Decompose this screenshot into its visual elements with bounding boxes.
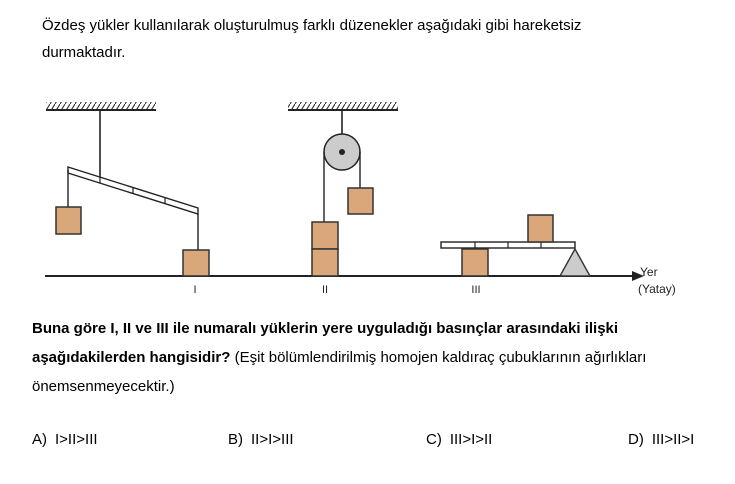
option-d-value: III>II>I bbox=[651, 431, 695, 448]
setup-two bbox=[288, 102, 398, 277]
box-three bbox=[461, 248, 489, 277]
option-d-letter: D) bbox=[628, 431, 644, 448]
intro-text: Özdeş yükler kullanılarak oluşturulmuş f… bbox=[42, 12, 702, 66]
option-a-letter: A) bbox=[32, 431, 47, 448]
option-a[interactable]: A) I>II>III bbox=[32, 430, 98, 450]
ground-label: Yer bbox=[640, 265, 658, 279]
ceiling-one bbox=[46, 102, 156, 110]
setup-three bbox=[440, 214, 592, 277]
mechanics-diagram: I II III Yer (Yatay) bbox=[45, 102, 676, 296]
intro-line-2: durmaktadır. bbox=[42, 44, 126, 61]
box-two bbox=[311, 248, 339, 277]
label-two: II bbox=[322, 284, 328, 296]
question-bold: Buna göre I, II ve III ile numaralı yükl… bbox=[32, 320, 619, 366]
option-d[interactable]: D) III>II>I bbox=[628, 430, 694, 450]
option-c-letter: C) bbox=[426, 431, 442, 448]
ground-arrow-icon bbox=[632, 271, 644, 281]
ground-sub-label: (Yatay) bbox=[638, 282, 676, 296]
box-on-lever-three bbox=[527, 214, 554, 243]
option-b-value: II>I>III bbox=[251, 431, 294, 448]
option-b[interactable]: B) II>I>III bbox=[228, 430, 294, 450]
option-c-value: III>I>II bbox=[449, 431, 493, 448]
box-hanging-two bbox=[347, 187, 374, 215]
box-two-top bbox=[311, 221, 339, 250]
label-three: III bbox=[471, 284, 480, 296]
option-c[interactable]: C) III>I>II bbox=[426, 430, 492, 450]
option-b-letter: B) bbox=[228, 431, 243, 448]
question-text: Buna göre I, II ve III ile numaralı yükl… bbox=[32, 314, 722, 401]
option-a-value: I>II>III bbox=[55, 431, 98, 448]
box-hanging-one bbox=[55, 206, 82, 235]
question-note: (Eşit bölümlendirilmiş homojen kaldıraç … bbox=[32, 349, 647, 395]
ceiling-two bbox=[288, 102, 398, 110]
label-one: I bbox=[193, 284, 196, 296]
box-one bbox=[182, 249, 210, 277]
intro-line-1: Özdeş yükler kullanılarak oluşturulmuş f… bbox=[42, 17, 582, 34]
fulcrum-icon bbox=[558, 247, 592, 277]
setup-one bbox=[46, 102, 210, 277]
